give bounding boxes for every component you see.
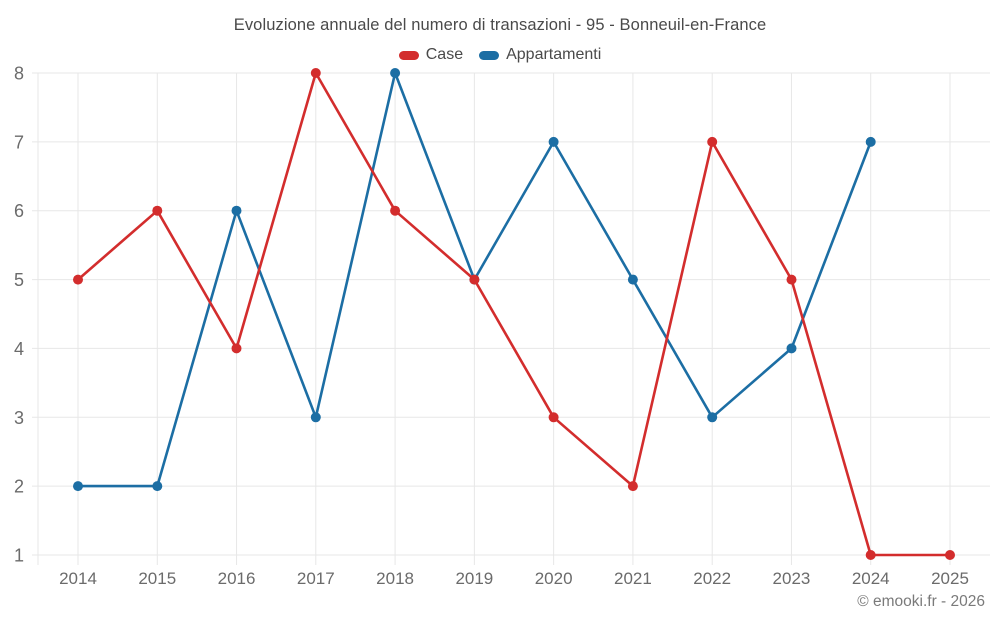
legend-label-appartamenti: Appartamenti [506, 46, 602, 63]
x-tick-label: 2019 [455, 569, 493, 588]
x-tick-label: 2017 [297, 569, 335, 588]
x-tick-label: 2016 [218, 569, 256, 588]
data-point-case-2019[interactable] [469, 274, 480, 285]
data-point-case-2018[interactable] [390, 205, 401, 216]
data-point-appartamenti-2015[interactable] [152, 481, 163, 492]
data-point-appartamenti-2021[interactable] [627, 274, 638, 285]
series-case [73, 68, 955, 560]
y-axis-labels: 1 2 3 4 5 6 7 8 [14, 64, 24, 566]
legend-swatch-case-icon [398, 50, 419, 60]
data-point-appartamenti-2018[interactable] [390, 68, 401, 78]
data-point-appartamenti-2022[interactable] [707, 412, 718, 423]
y-tick-label: 4 [14, 339, 24, 359]
data-point-case-2024[interactable] [865, 550, 876, 560]
x-tick-label: 2022 [693, 569, 731, 588]
gridlines [32, 72, 990, 565]
data-point-case-2022[interactable] [707, 136, 718, 147]
data-point-appartamenti-2020[interactable] [548, 136, 559, 147]
x-tick-label: 2021 [614, 569, 652, 588]
data-point-case-2017[interactable] [310, 68, 321, 78]
y-tick-label: 8 [14, 64, 24, 84]
x-tick-label: 2023 [773, 569, 811, 588]
data-point-case-2021[interactable] [627, 481, 638, 492]
y-tick-label: 5 [14, 270, 24, 290]
data-point-case-2025[interactable] [945, 550, 955, 560]
data-point-case-2014[interactable] [73, 274, 83, 285]
data-point-appartamenti-2016[interactable] [231, 205, 242, 216]
legend-item-appartamenti[interactable]: Appartamenti [479, 46, 601, 64]
x-tick-label: 2020 [535, 569, 573, 588]
y-tick-label: 2 [14, 477, 24, 497]
data-point-case-2023[interactable] [786, 274, 797, 285]
data-point-appartamenti-2014[interactable] [73, 481, 83, 492]
series-line-case [76, 71, 952, 557]
x-tick-label: 2015 [138, 569, 176, 588]
x-tick-label: 2014 [59, 569, 97, 588]
x-tick-label: 2025 [931, 569, 969, 588]
data-point-appartamenti-2017[interactable] [310, 412, 321, 423]
data-point-case-2016[interactable] [231, 343, 242, 354]
chart-title: Evoluzione annuale del numero di transaz… [233, 16, 767, 34]
chart-legend: Case Appartamenti [0, 46, 1000, 64]
legend-swatch-appartamenti-icon [479, 50, 500, 60]
legend-item-case[interactable]: Case [398, 46, 464, 64]
copyright-text: © emooki.fr - 2026 [857, 593, 985, 610]
legend-label-case: Case [425, 46, 464, 63]
data-point-case-2020[interactable] [548, 412, 559, 423]
data-point-case-2015[interactable] [152, 205, 163, 216]
x-axis-labels: 2014 2015 2016 2017 2018 2019 2020 2021 2022 2023… [59, 569, 969, 588]
y-tick-label: 1 [14, 546, 24, 566]
y-tick-label: 3 [14, 408, 24, 428]
data-point-appartamenti-2024[interactable] [865, 136, 876, 147]
x-tick-label: 2024 [852, 569, 890, 588]
data-point-appartamenti-2023[interactable] [786, 343, 797, 354]
y-tick-label: 7 [14, 132, 24, 152]
y-tick-label: 6 [14, 201, 24, 221]
x-tick-label: 2018 [376, 569, 414, 588]
